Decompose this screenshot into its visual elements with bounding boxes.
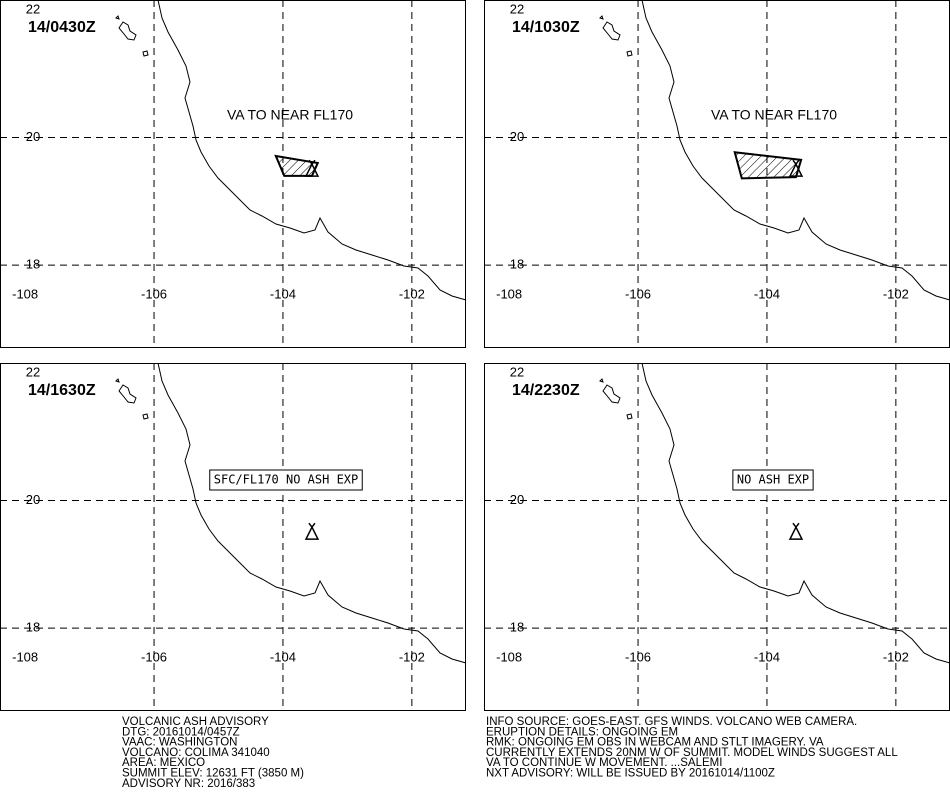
map-panel: -108 -106 -104 -102 18 20 22 14/0430Z VA TO NEAR…	[0, 0, 467, 348]
advisory-line: DTG: 20161014/0457Z	[122, 726, 240, 738]
x-tick-label: -108	[12, 649, 38, 664]
advisory-line: VA TO CONTINUE W MOVEMENT. ...SALEMI	[486, 757, 722, 769]
x-tick-label: -108	[496, 649, 522, 664]
annotation-box	[732, 469, 814, 491]
x-tick-label: -102	[883, 649, 909, 664]
x-tick-label: -104	[270, 649, 296, 664]
advisory-line: ERUPTION DETAILS: ONGOING EM	[486, 726, 678, 738]
advisory-line: AREA: MEXICO	[122, 757, 205, 769]
y-tick-label: 20	[26, 129, 40, 144]
x-tick-label: -104	[754, 286, 780, 301]
x-tick-label: -104	[270, 286, 296, 301]
advisory-line: SUMMIT ELEV: 12631 FT (3850 M)	[122, 768, 304, 780]
volcano-symbol	[788, 159, 804, 177]
y-tick-label: 22	[510, 364, 524, 379]
y-tick-label: 20	[510, 129, 524, 144]
advisory-line: CURRENTLY EXTENDS 20NM W OF SUMMIT. MODE…	[486, 747, 898, 759]
map-panel: -108 -106 -104 -102 18 20 22 14/1030Z VA TO NEAR…	[484, 0, 950, 348]
x-tick-label: -104	[754, 649, 780, 664]
x-tick-label: -102	[399, 649, 425, 664]
x-tick-label: -106	[141, 286, 167, 301]
annotation-box	[209, 469, 363, 491]
annotation: SFC/FL170 NO ASH EXP	[214, 473, 359, 487]
valid-time: 14/0430Z	[28, 19, 96, 36]
volcano-symbol	[304, 522, 320, 540]
x-tick-label: -106	[625, 649, 651, 664]
y-tick-label: 18	[510, 620, 524, 635]
map-panel: -108 -106 -104 -102 18 20 22 14/1630Z SFC/FL170 …	[0, 362, 467, 711]
valid-time: 14/2230Z	[512, 382, 580, 399]
panel-frame	[0, 0, 466, 348]
y-tick-label: 18	[26, 257, 40, 272]
annotation: VA TO NEAR FL170	[227, 107, 353, 123]
advisory-line: VAAC: WASHINGTON	[122, 737, 237, 749]
x-tick-label: -102	[883, 286, 909, 301]
panel-frame	[0, 363, 466, 711]
x-tick-label: -108	[12, 286, 38, 301]
advisory-line: VOLCANO: COLIMA 341040	[122, 747, 270, 759]
y-tick-label: 20	[26, 492, 40, 507]
x-tick-label: -108	[496, 286, 522, 301]
advisory-line: ADVISORY NR: 2016/383	[122, 778, 255, 790]
advisory-line: VOLCANIC ASH ADVISORY	[122, 716, 269, 728]
y-tick-label: 18	[26, 620, 40, 635]
y-tick-label: 22	[26, 1, 40, 16]
panel-frame	[484, 0, 950, 348]
annotation: VA TO NEAR FL170	[711, 107, 837, 123]
advisory-line: INFO SOURCE: GOES-EAST. GFS WINDS. VOLCA…	[486, 716, 857, 728]
valid-time: 14/1030Z	[512, 19, 580, 36]
volcano-symbol	[304, 159, 320, 177]
valid-time: 14/1630Z	[28, 382, 96, 399]
panel-frame	[484, 363, 950, 711]
x-tick-label: -106	[141, 649, 167, 664]
advisory-line: NXT ADVISORY: WILL BE ISSUED BY 20161014…	[486, 768, 775, 780]
annotation: NO ASH EXP	[737, 473, 809, 487]
y-tick-label: 22	[26, 364, 40, 379]
y-tick-label: 22	[510, 1, 524, 16]
y-tick-label: 20	[510, 492, 524, 507]
map-panel: -108 -106 -104 -102 18 20 22 14/2230Z NO ASH EXP	[484, 362, 950, 711]
advisory-line: RMK: ONGOING EM OBS IN WEBCAM AND STLT I…	[486, 737, 824, 749]
x-tick-label: -106	[625, 286, 651, 301]
volcano-symbol	[788, 522, 804, 540]
ash-polygon	[733, 151, 803, 180]
y-tick-label: 18	[510, 257, 524, 272]
x-tick-label: -102	[399, 286, 425, 301]
